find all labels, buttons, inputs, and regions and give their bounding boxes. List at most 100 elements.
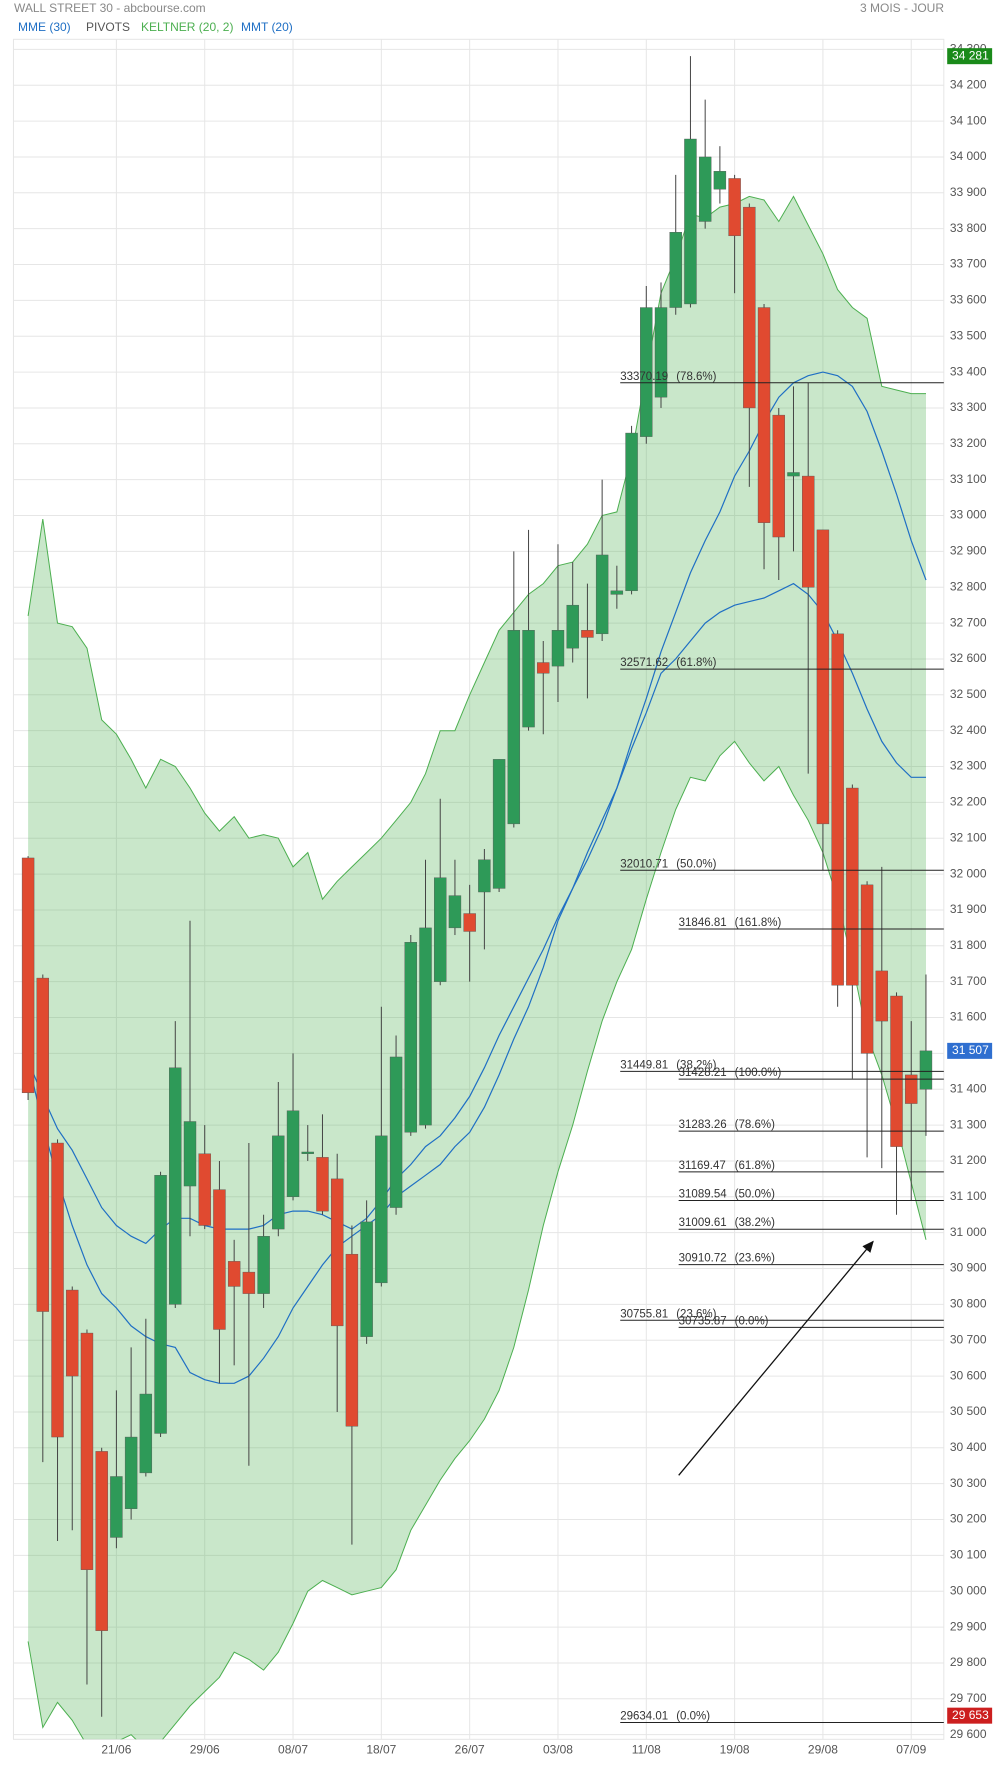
- x-tick-label: 11/08: [632, 1743, 661, 1757]
- candle-body: [463, 913, 476, 932]
- pivot-label: (78.6%): [735, 1119, 775, 1131]
- pivot-label: (61.8%): [676, 657, 716, 669]
- pivot-value: 30755.81: [620, 1308, 668, 1320]
- candle-body: [301, 1151, 314, 1154]
- candle-body: [478, 859, 491, 893]
- y-tick-label: 33 700: [950, 257, 987, 271]
- price-badge-label: 31 507: [952, 1043, 989, 1057]
- candle-body: [169, 1067, 182, 1305]
- x-tick-label: 08/07: [278, 1743, 308, 1757]
- chart-title: WALL STREET 30 - abcbourse.com: [14, 1, 206, 15]
- price-badge: [947, 1042, 993, 1059]
- y-tick-label: 33 800: [950, 221, 987, 235]
- candle-body: [345, 1253, 359, 1427]
- candle-body: [21, 857, 35, 1094]
- candle-body: [757, 307, 771, 523]
- candle-body: [51, 1142, 64, 1438]
- x-tick-label: 29/06: [190, 1743, 220, 1757]
- keltner-lower: [27, 740, 927, 1740]
- pivot-label: (50.0%): [735, 1189, 775, 1201]
- candle-body: [684, 138, 697, 305]
- candle-body: [242, 1271, 256, 1294]
- y-tick-label: 31 800: [950, 938, 987, 952]
- pivot-label: (61.8%): [735, 1160, 775, 1172]
- candle-body: [330, 1178, 344, 1327]
- y-tick-label: 32 600: [950, 651, 987, 665]
- y-tick-label: 32 100: [950, 830, 987, 844]
- y-tick-label: 32 700: [950, 615, 987, 629]
- candle-body: [802, 475, 815, 588]
- candle-body: [728, 178, 741, 237]
- candle-body: [551, 630, 565, 667]
- plot-frame: [12, 38, 945, 1740]
- candle-body: [625, 432, 638, 592]
- candle-body: [154, 1175, 167, 1434]
- legend-pivots: PIVOTS: [86, 20, 130, 34]
- candle-body: [124, 1436, 138, 1509]
- y-tick-label: 33 000: [950, 508, 987, 522]
- candle-body: [831, 633, 844, 986]
- y-tick-label: 32 900: [950, 544, 987, 558]
- y-tick-label: 31 300: [950, 1117, 987, 1131]
- y-tick-label: 30 900: [950, 1261, 987, 1275]
- y-tick-label: 32 800: [950, 579, 987, 593]
- candle-body: [66, 1289, 79, 1377]
- pivot-value: 32571.62: [620, 657, 668, 669]
- y-tick-label: 33 900: [950, 185, 987, 199]
- candle-body: [905, 1074, 918, 1104]
- pivot-value: 30735.87: [679, 1315, 727, 1327]
- candle-body: [860, 884, 874, 1054]
- candle-body: [213, 1189, 226, 1330]
- pivot-value: 30910.72: [679, 1253, 727, 1265]
- pivot-label: (161.8%): [735, 917, 782, 929]
- candle-body: [669, 232, 682, 308]
- y-tick-label: 33 300: [950, 400, 987, 414]
- pivot-label: (23.6%): [735, 1253, 775, 1265]
- candle-body: [566, 604, 579, 649]
- keltner-band: [28, 196, 926, 1740]
- y-tick-label: 30 400: [950, 1440, 987, 1454]
- candle-body: [272, 1135, 285, 1230]
- pivot-label: (23.6%): [676, 1308, 716, 1320]
- annotation-arrow: [678, 1240, 874, 1476]
- candle-body: [139, 1393, 153, 1474]
- period-label: 3 MOIS - JOUR: [860, 1, 944, 15]
- candle-body: [183, 1121, 197, 1187]
- candle-body: [787, 472, 800, 477]
- y-tick-label: 31 000: [950, 1225, 987, 1239]
- y-tick-label: 30 100: [950, 1548, 987, 1562]
- y-tick-label: 31 700: [950, 974, 987, 988]
- y-tick-label: 29 900: [950, 1619, 987, 1633]
- y-tick-label: 30 200: [950, 1512, 987, 1526]
- candle-body: [654, 307, 668, 398]
- x-tick-label: 03/08: [543, 1743, 573, 1757]
- y-tick-label: 32 200: [950, 795, 987, 809]
- candle-body: [80, 1332, 94, 1570]
- price-badge-label: 29 653: [952, 1708, 989, 1722]
- candle-body: [198, 1153, 211, 1226]
- candle-body: [610, 590, 624, 595]
- y-tick-label: 32 400: [950, 723, 987, 737]
- pivot-value: 31009.61: [679, 1217, 727, 1229]
- y-tick-label: 33 100: [950, 472, 987, 486]
- y-tick-label: 31 400: [950, 1081, 987, 1095]
- candle-body: [419, 927, 432, 1126]
- y-tick-label: 30 300: [950, 1476, 987, 1490]
- y-tick-label: 30 800: [950, 1297, 987, 1311]
- y-tick-label: 31 600: [950, 1010, 987, 1024]
- candle-body: [743, 206, 756, 409]
- candle-body: [698, 156, 712, 222]
- pivot-value: 33370.19: [620, 371, 668, 383]
- candle-body: [640, 307, 653, 437]
- pivot-value: 29634.01: [620, 1711, 668, 1723]
- pivot-label: (38.2%): [735, 1217, 775, 1229]
- legend-mmt: MMT (20): [241, 20, 293, 34]
- legend-keltner: KELTNER (20, 2): [141, 20, 233, 34]
- y-tick-label: 32 300: [950, 759, 987, 773]
- y-tick-label: 33 600: [950, 293, 987, 307]
- y-tick-label: 31 100: [950, 1189, 987, 1203]
- candle-body: [448, 895, 462, 929]
- y-tick-label: 29 700: [950, 1691, 987, 1705]
- x-tick-label: 19/08: [720, 1743, 750, 1757]
